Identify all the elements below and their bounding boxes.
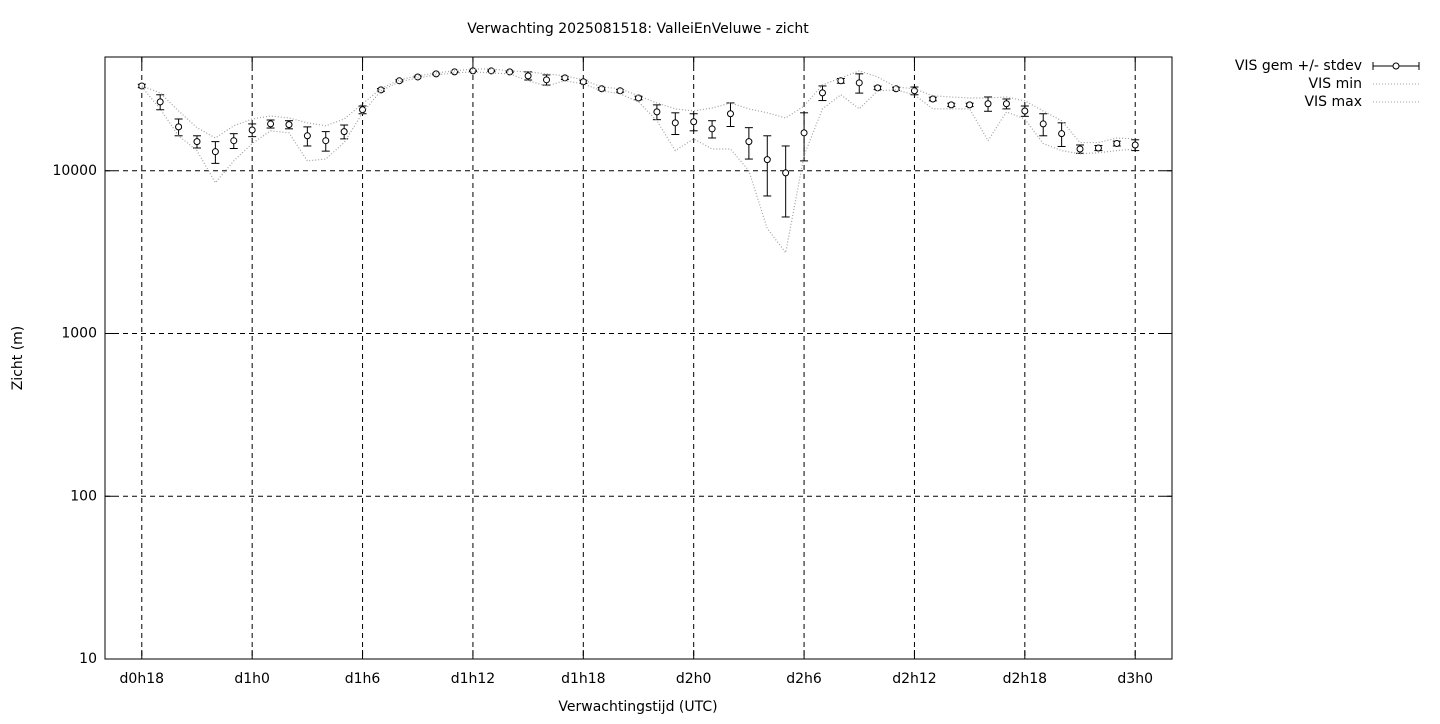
data-point [359,106,367,114]
data-point [248,126,256,134]
data-point [671,119,679,127]
y-tick-label: 10 [79,651,97,667]
data-point [690,118,698,126]
data-point [1076,145,1084,153]
data-point [1094,144,1102,152]
data-point [745,138,753,146]
data-point [524,72,532,80]
data-point [818,89,826,97]
x-tick-label: d2h12 [892,671,936,687]
x-tick-label: d2h18 [1003,671,1047,687]
data-point [598,85,606,93]
data-point [211,148,219,156]
data-point [726,110,734,118]
data-point [579,78,587,86]
x-tick-label: d1h6 [345,671,381,687]
data-point [1021,107,1029,115]
data-point [543,76,551,84]
legend-label: VIS max [1304,94,1362,110]
legend-label: VIS gem +/- stdev [1235,58,1362,74]
data-point [451,68,459,76]
y-tick-label: 1000 [61,326,97,342]
data-point [708,125,716,133]
data-point [156,98,164,106]
data-point [837,77,845,85]
data-point [782,169,790,177]
data-point [855,79,863,87]
data-point [653,108,661,116]
data-point [910,87,918,95]
data-point [432,70,440,78]
data-point [1058,130,1066,138]
data-point [285,121,293,129]
x-tick-label: d2h0 [676,671,712,687]
data-point [322,137,330,145]
x-tick-label: d1h18 [561,671,605,687]
data-point [947,101,955,109]
y-axis-label: Zicht (m) [10,326,26,391]
data-point [1002,100,1010,108]
x-tick-label: d1h12 [451,671,495,687]
data-point [984,100,992,108]
y-tick-label: 10000 [52,163,97,179]
data-point [800,129,808,137]
data-point [414,73,422,81]
data-point [1039,120,1047,128]
legend-label: VIS min [1309,76,1362,92]
data-point [230,137,238,145]
y-tick-label: 100 [70,488,97,504]
data-point [1131,141,1139,149]
data-point [377,86,385,94]
x-tick-label: d1h0 [234,671,270,687]
data-point [267,120,275,128]
x-axis-label: Verwachtingstijd (UTC) [558,699,717,715]
data-point [193,138,201,146]
data-point [874,84,882,92]
x-tick-label: d3h0 [1117,671,1153,687]
x-tick-label: d2h6 [786,671,822,687]
plot-frame [104,56,1173,660]
series-line [141,68,1136,144]
chart-title: Verwachting 2025081518: ValleiEnVeluwe -… [467,21,809,37]
data-point [763,156,771,164]
x-tick-label: d0h18 [120,671,164,687]
data-point [966,101,974,109]
data-point [635,94,642,102]
data-point [929,95,937,103]
data-point [175,123,183,131]
data-point [303,132,311,140]
legend-sample [1392,62,1400,70]
data-point [1113,140,1121,148]
data-point [340,128,348,136]
